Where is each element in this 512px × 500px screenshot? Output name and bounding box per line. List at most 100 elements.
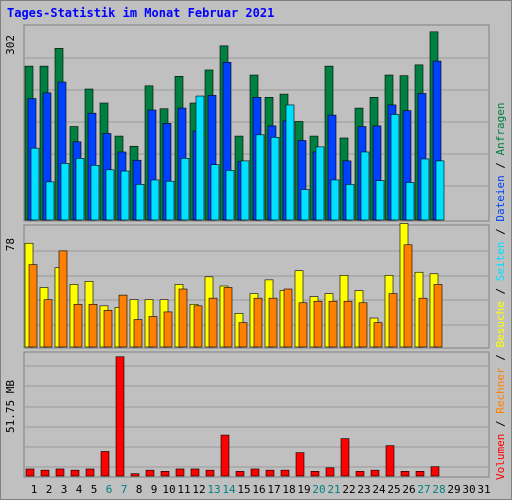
bar-seiten-day-18 [285,104,295,221]
bar-rechner-day-10 [163,311,173,348]
legend-item-volumen: Volumen [494,434,507,480]
legend-separator: / [494,155,507,175]
bar-rechner-day-8 [133,319,143,348]
bar-rechner-day-7 [118,294,128,348]
bar-rechner-day-19 [298,302,308,348]
x-tick-label-day-21: 21 [327,483,340,496]
legend-item-rechner: Rechner [494,367,507,414]
x-tick-label-day-28: 28 [432,483,445,496]
bar-seiten-day-2 [45,181,55,221]
bar-volumen-day-18 [280,469,290,477]
x-tick-label-day-30: 30 [462,483,475,496]
bar-volumen-day-10 [160,471,170,477]
bar-seiten-day-6 [105,169,115,221]
bar-rechner-day-9 [148,316,158,348]
bar-volumen-day-7 [115,356,125,477]
bar-volumen-day-23 [355,471,365,477]
bar-seiten-day-10 [165,180,175,221]
bar-seiten-day-21 [330,179,340,221]
bar-volumen-day-20 [310,471,320,477]
bar-volumen-day-13 [205,469,215,477]
bar-seiten-day-24 [375,180,385,221]
bar-volumen-day-28 [430,466,440,477]
bar-rechner-day-2 [43,299,53,348]
x-tick-label-day-27: 27 [417,483,430,496]
x-tick-label-day-29: 29 [447,483,460,496]
bar-volumen-day-22 [340,438,350,477]
bar-seiten-day-7 [120,170,130,221]
legend-separator: / [494,414,507,434]
x-tick-label-day-19: 19 [297,483,310,496]
bar-seiten-day-11 [180,158,190,221]
bar-seiten-day-28 [435,160,445,221]
bar-seiten-day-3 [60,163,70,221]
bar-seiten-day-1 [30,147,40,221]
legend-separator: / [494,281,507,301]
bar-seiten-day-9 [150,179,160,221]
bar-seiten-day-14 [225,170,235,221]
bar-volumen-day-12 [190,468,200,477]
bar-volumen-day-14 [220,434,230,477]
bar-seiten-day-23 [360,151,370,221]
x-tick-label-day-16: 16 [252,483,265,496]
bar-rechner-day-1 [28,264,38,348]
x-tick-label-day-13: 13 [207,483,220,496]
bar-rechner-day-24 [373,322,383,348]
bar-volumen-day-15 [235,471,245,477]
bar-seiten-day-19 [300,189,310,221]
bar-volumen-day-11 [175,468,185,477]
bar-rechner-day-14 [223,287,233,348]
bar-rechner-day-6 [103,310,113,348]
y-axis-label-2: 78 [4,238,17,251]
x-tick-label-day-5: 5 [91,483,98,496]
bar-rechner-day-25 [388,293,398,348]
bar-seiten-day-4 [75,158,85,221]
x-tick-label-day-9: 9 [151,483,158,496]
bar-volumen-day-16 [250,468,260,477]
x-tick-label-day-3: 3 [61,483,68,496]
legend-separator: / [494,222,507,242]
bar-volumen-day-25 [385,445,395,477]
x-tick-label-day-11: 11 [177,483,190,496]
bar-rechner-day-28 [433,284,443,348]
x-tick-label-day-22: 22 [342,483,355,496]
bar-volumen-day-2 [40,469,50,477]
x-tick-label-day-17: 17 [267,483,280,496]
bar-rechner-day-3 [58,250,68,348]
bar-volumen-day-6 [100,451,110,477]
legend-item-dateien: Dateien [494,175,507,221]
bar-volumen-day-9 [145,469,155,477]
bar-seiten-day-26 [405,182,415,221]
bar-volumen-day-26 [400,471,410,477]
bar-volumen-day-21 [325,467,335,477]
bar-rechner-day-4 [73,303,83,348]
bar-rechner-day-15 [238,322,248,348]
bar-seiten-day-16 [255,134,265,221]
x-tick-label-day-26: 26 [402,483,415,496]
bar-rechner-day-13 [208,297,218,348]
x-tick-label-day-20: 20 [312,483,325,496]
bar-seiten-day-15 [240,160,250,221]
legend-item-seiten: Seiten [494,242,507,282]
bar-rechner-day-5 [88,303,98,348]
x-tick-label-day-6: 6 [106,483,113,496]
chart-title: Tages-Statistik im Monat Februar 2021 [7,6,275,20]
bar-seiten-day-17 [270,137,280,221]
bar-seiten-day-27 [420,158,430,221]
x-tick-label-day-4: 4 [76,483,83,496]
legend-item-anfragen: Anfragen [494,102,507,155]
bar-rechner-day-21 [328,300,338,348]
bar-seiten-day-25 [390,114,400,221]
bar-rechner-day-18 [283,288,293,348]
bar-volumen-day-19 [295,452,305,477]
bar-volumen-day-4 [70,469,80,477]
bar-seiten-day-5 [90,165,100,221]
bar-rechner-day-12 [193,305,203,348]
bar-rechner-day-16 [253,297,263,348]
x-tick-label-day-1: 1 [31,483,38,496]
bar-rechner-day-20 [313,300,323,348]
bar-seiten-day-20 [315,146,325,221]
legend-separator: / [494,348,507,368]
bar-volumen-day-8 [130,473,140,477]
